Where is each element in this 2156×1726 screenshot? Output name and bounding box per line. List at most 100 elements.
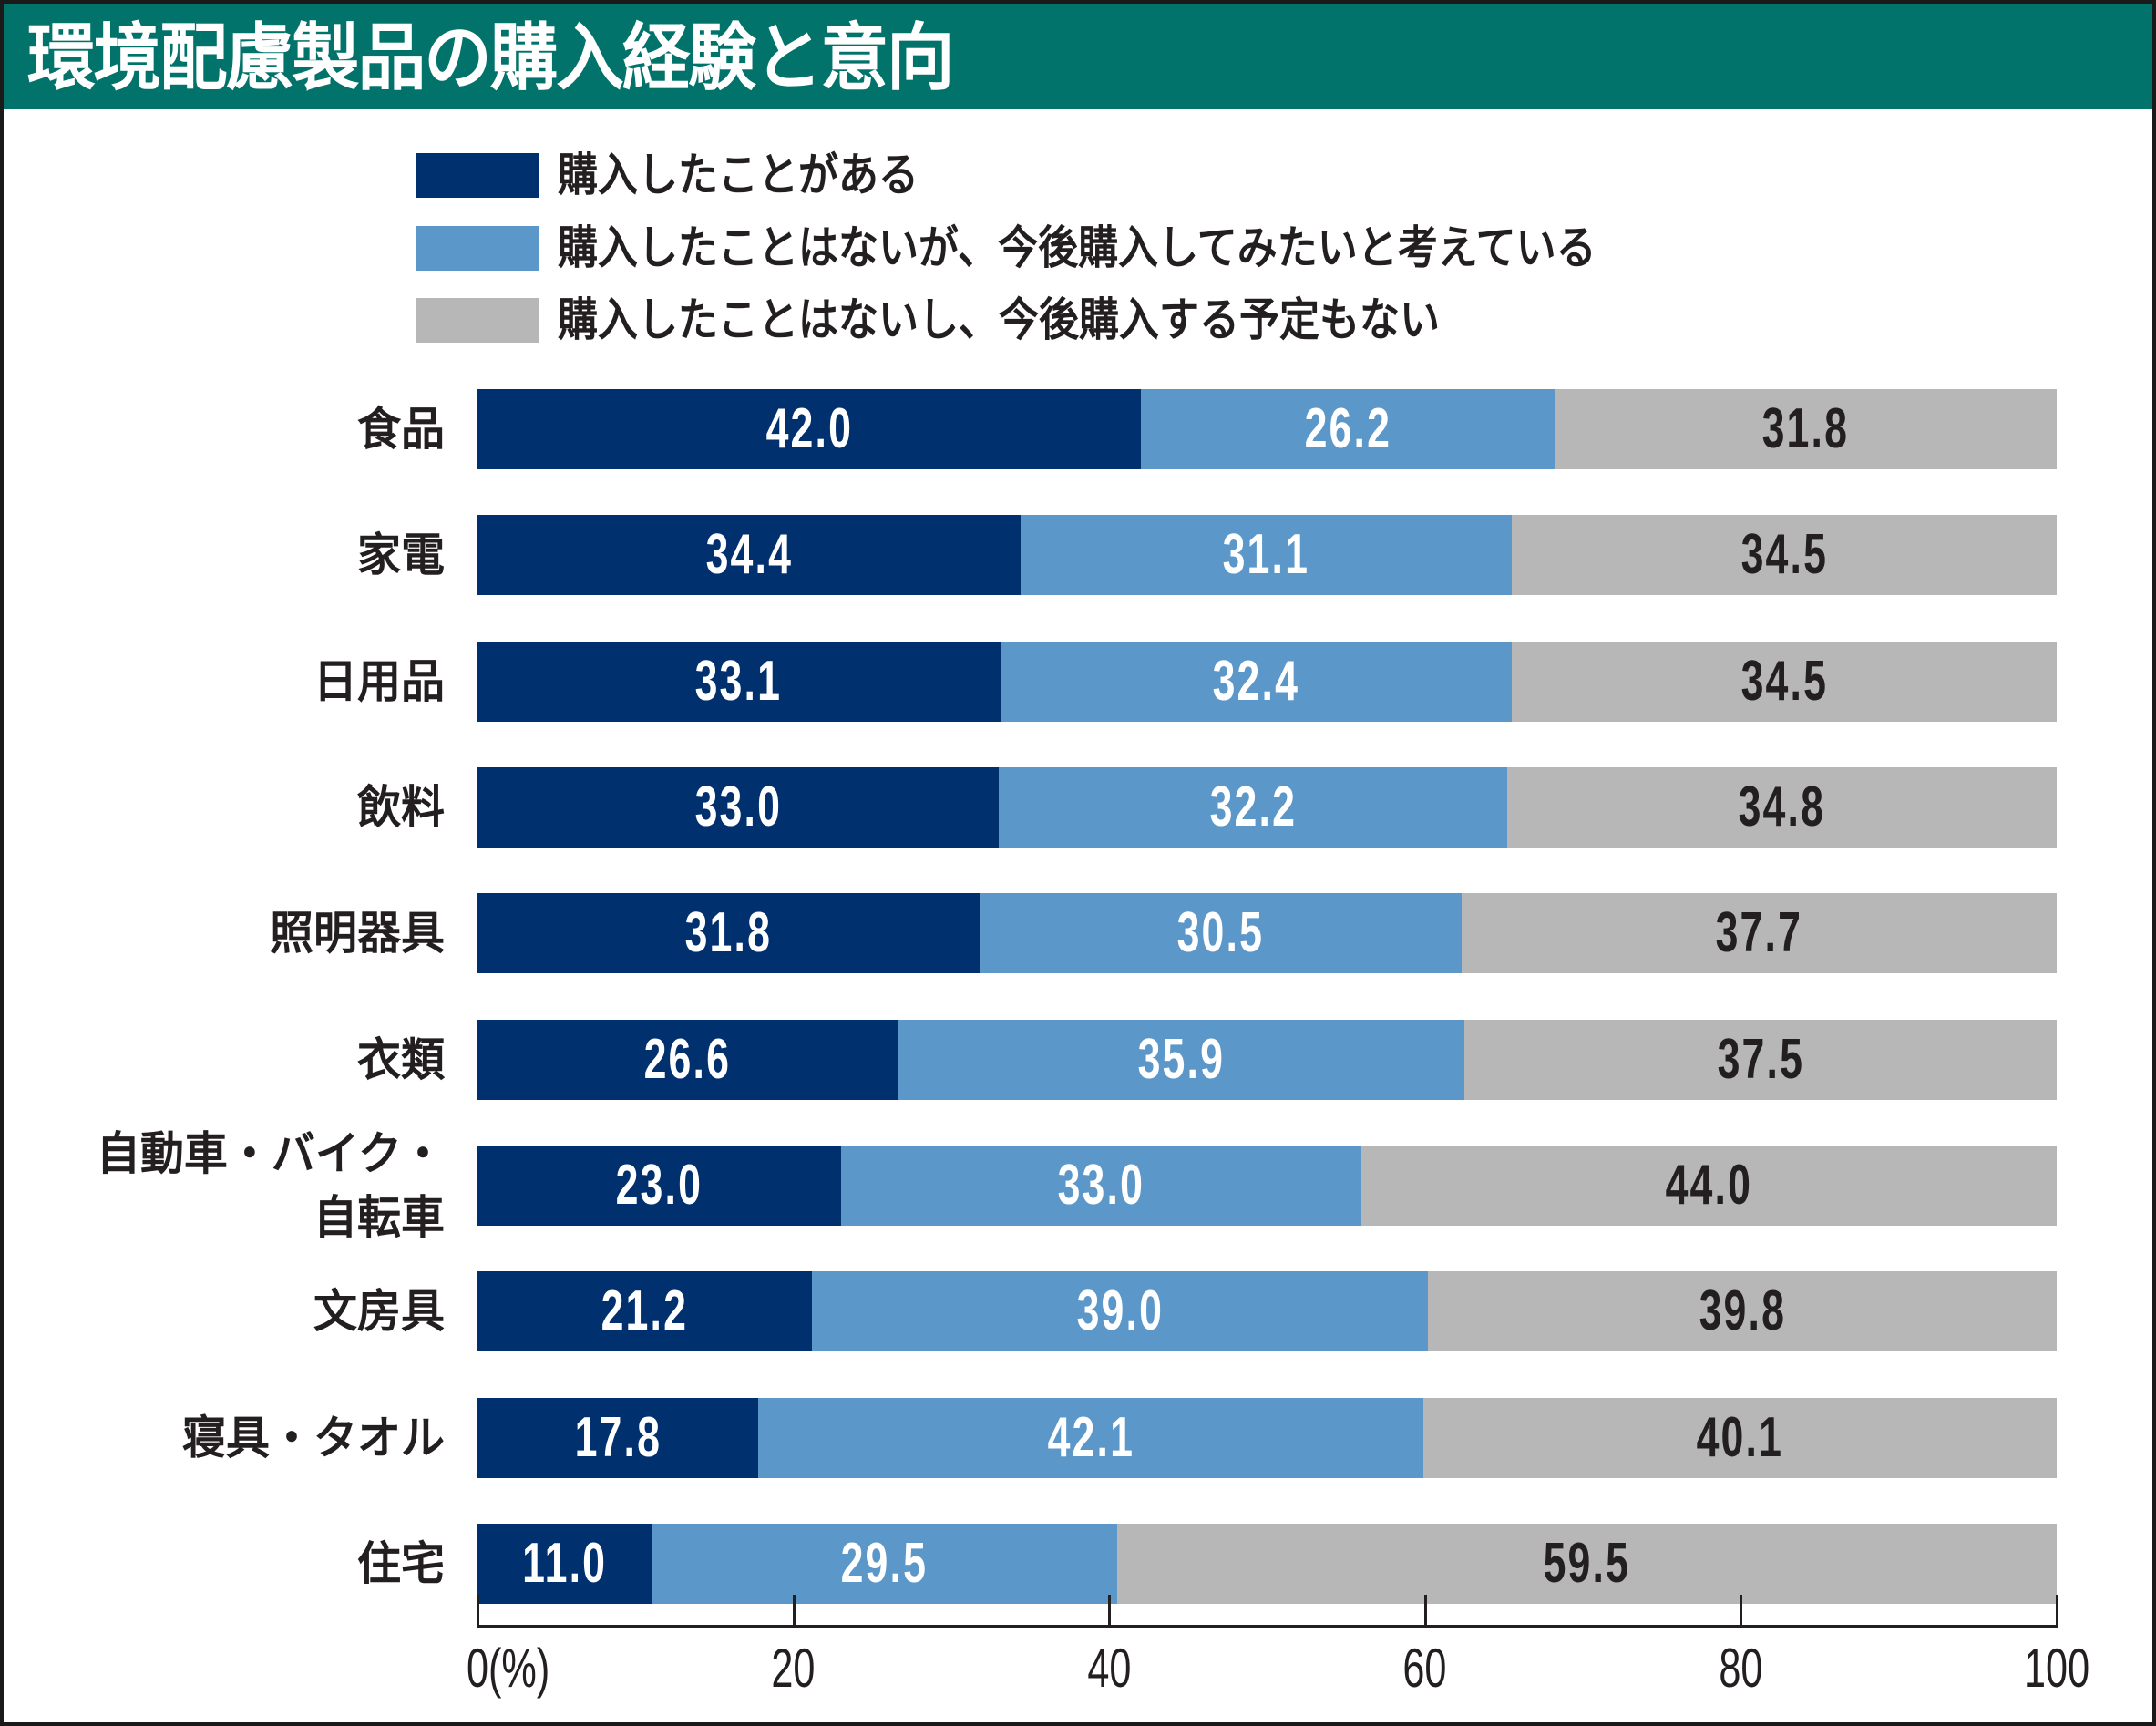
bar-segment-want-to-buy [758, 1397, 1424, 1478]
category-label-line: 寝具・タオル [182, 1411, 445, 1464]
data-label-no-plan: 31.8 [1761, 397, 1850, 460]
data-label-want-to-buy: 29.5 [840, 1531, 929, 1595]
x-tick-label: 100 [2023, 1638, 2090, 1699]
x-axis-tick [1423, 1595, 1427, 1628]
data-label-want-to-buy: 31.1 [1222, 523, 1310, 587]
bar-segment-purchased [477, 1523, 652, 1604]
bar-segment-purchased [477, 893, 980, 974]
bar-segment-purchased [477, 641, 1001, 722]
bar-segment-want-to-buy [998, 766, 1507, 848]
category-label: 照明器具 [270, 901, 445, 965]
x-tick-label: 60 [1402, 1638, 1447, 1699]
category-label: 住宅 [357, 1532, 445, 1596]
bar-segment-purchased [477, 515, 1022, 596]
data-label-want-to-buy: 39.0 [1076, 1279, 1165, 1343]
bar-segment-no-plan [1116, 1523, 2057, 1604]
chart-title: 環境配慮製品の購入経験と意向 [27, 15, 954, 100]
bar-segment-want-to-buy [1000, 641, 1513, 722]
category-label-line: 家電 [357, 529, 445, 582]
category-label-line: 衣類 [357, 1033, 445, 1086]
data-label-purchased: 31.8 [684, 901, 773, 965]
data-label-purchased: 33.0 [694, 775, 782, 838]
data-label-want-to-buy: 42.1 [1047, 1405, 1135, 1469]
bar-segment-no-plan [1464, 1019, 2057, 1100]
data-label-want-to-buy: 30.5 [1176, 901, 1265, 965]
bar-segment-no-plan [1361, 1145, 2057, 1226]
legend-label-purchased: 購入したことがある [558, 149, 919, 201]
data-label-purchased: 17.8 [574, 1405, 662, 1469]
data-label-purchased: 11.0 [521, 1531, 607, 1595]
data-label-want-to-buy: 26.2 [1304, 397, 1391, 460]
category-label-line: 日用品 [313, 654, 445, 708]
x-tick-label: 20 [771, 1638, 816, 1699]
x-axis-tick [2056, 1595, 2058, 1628]
category-label: 寝具・タオル [182, 1406, 445, 1470]
category-label: 食品 [357, 397, 445, 461]
data-label-no-plan: 34.8 [1738, 775, 1826, 838]
data-label-no-plan: 59.5 [1543, 1531, 1631, 1595]
bar-segment-want-to-buy [980, 893, 1462, 974]
bar-segment-want-to-buy [897, 1019, 1465, 1100]
category-label-line: 自動車・バイク・ [96, 1126, 445, 1180]
legend-swatch-want-to-buy [416, 226, 539, 271]
bar-segment-no-plan [1554, 389, 2057, 469]
category-label-line: 文房具 [313, 1285, 445, 1339]
data-label-no-plan: 34.5 [1740, 649, 1828, 713]
category-label: 家電 [357, 523, 445, 587]
data-label-purchased: 33.1 [695, 649, 783, 713]
bar-segment-purchased [477, 1019, 898, 1100]
category-label-line: 住宅 [357, 1536, 445, 1590]
category-label: 日用品 [313, 650, 445, 714]
title-banner: 環境配慮製品の購入経験と意向 [4, 4, 2152, 109]
x-axis-tick [1740, 1595, 1743, 1628]
x-tick-label: 0(%) [467, 1638, 550, 1699]
data-label-want-to-buy: 32.2 [1209, 775, 1297, 838]
data-label-no-plan: 39.8 [1699, 1279, 1786, 1343]
bar-segment-no-plan [1506, 766, 2057, 848]
category-label: 文房具 [313, 1279, 445, 1343]
bar-segment-no-plan [1512, 515, 2057, 596]
data-label-no-plan: 37.7 [1715, 901, 1803, 965]
data-label-purchased: 34.4 [705, 523, 793, 587]
bar-segment-purchased [477, 1271, 813, 1352]
bar-segment-purchased [477, 1145, 841, 1226]
data-label-no-plan: 34.5 [1740, 523, 1828, 587]
bar-segment-no-plan [1461, 893, 2057, 974]
data-label-no-plan: 37.5 [1717, 1027, 1804, 1091]
legend-swatch-no-plan [416, 298, 539, 343]
category-label: 飲料 [357, 776, 445, 839]
bar-segment-want-to-buy [1021, 515, 1513, 596]
x-axis-tick [1108, 1595, 1112, 1628]
category-label-line: 照明器具 [270, 907, 445, 961]
x-axis-tick [792, 1595, 796, 1628]
bar-segment-want-to-buy [651, 1523, 1117, 1604]
bar-segment-purchased [477, 389, 1141, 469]
bar-segment-want-to-buy [840, 1145, 1362, 1226]
data-label-want-to-buy: 32.4 [1212, 649, 1300, 713]
bar-segment-purchased [477, 1397, 759, 1478]
category-label: 衣類 [357, 1028, 445, 1092]
category-label-line: 飲料 [357, 780, 445, 834]
data-label-purchased: 26.6 [643, 1027, 732, 1091]
data-label-want-to-buy: 35.9 [1137, 1027, 1225, 1091]
legend-label-no-plan: 購入したことはないし、今後購入する予定もない [558, 293, 1440, 346]
category-label-line: 自転車 [313, 1190, 445, 1244]
bar-segment-want-to-buy [1140, 389, 1555, 469]
bar-segment-no-plan [1428, 1271, 2057, 1352]
bar-segment-want-to-buy [812, 1271, 1429, 1352]
bar-segment-no-plan [1512, 641, 2057, 722]
data-label-purchased: 21.2 [601, 1279, 689, 1343]
legend-swatch-purchased [416, 153, 539, 198]
bar-segment-no-plan [1423, 1397, 2057, 1478]
data-label-no-plan: 40.1 [1696, 1405, 1784, 1469]
legend-label-want-to-buy: 購入したことはないが、今後購入してみたいと考えている [558, 221, 1596, 274]
data-label-purchased: 23.0 [615, 1153, 703, 1217]
category-label: 自動車・バイク・自転車 [97, 1122, 445, 1249]
data-label-purchased: 42.0 [765, 397, 853, 460]
x-tick-label: 80 [1719, 1638, 1763, 1699]
x-axis-line [477, 1625, 2058, 1628]
category-label-line: 食品 [357, 403, 445, 456]
data-label-want-to-buy: 33.0 [1057, 1153, 1145, 1217]
x-tick-label: 40 [1087, 1638, 1132, 1699]
x-axis-tick [477, 1595, 479, 1628]
